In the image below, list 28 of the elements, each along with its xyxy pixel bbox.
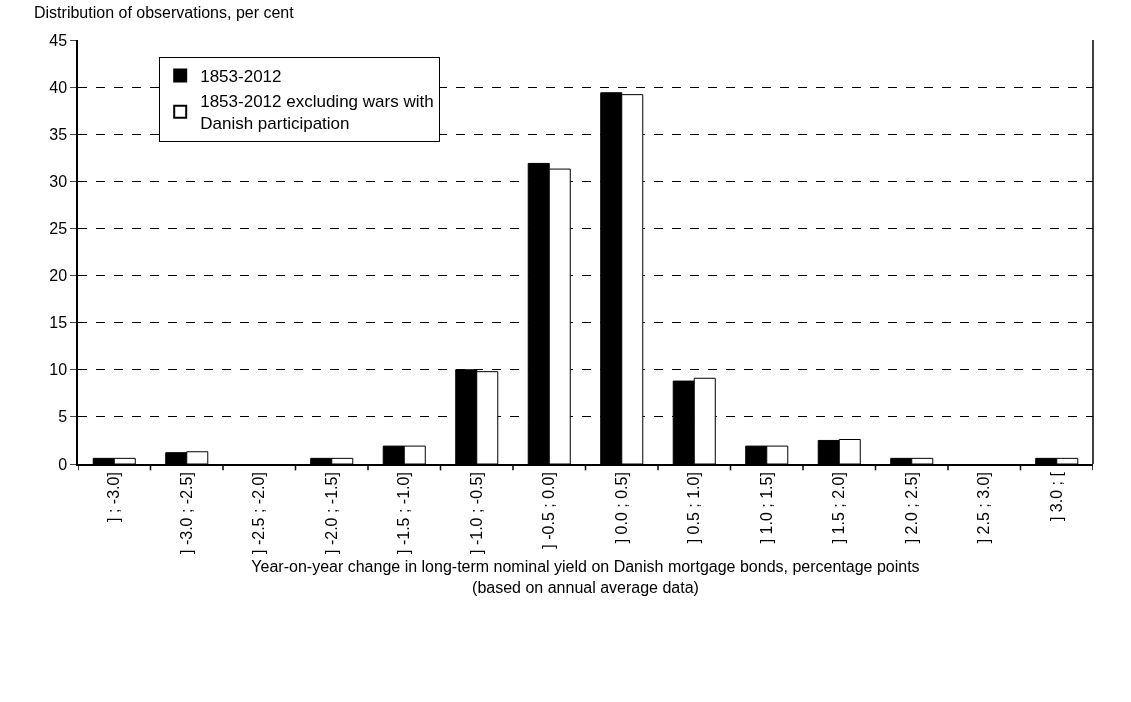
x-axis-title: Year-on-year change in long-term nominal yield on Danish mortgage bonds, percentage points (based on annual average data) [251, 558, 920, 596]
x-tick-label: ] ; -3.0] [105, 472, 123, 522]
x-tick-label: ] 0.5 ; 1.0] [685, 472, 703, 544]
legend-label: 1853-2012 excluding wars with Danish participation [200, 92, 434, 134]
x-tick-label: ] 3.0 ; [ [1047, 471, 1065, 522]
y-tick-label: 10 [49, 361, 68, 379]
y-tick-label: 30 [49, 172, 68, 190]
y-tick-label: 45 [49, 31, 68, 49]
y-tick-label: 40 [49, 78, 68, 96]
y-axis-title: Distribution of observations, per cent [34, 4, 295, 21]
x-tick-label: ] -0.5 ; 0.0] [540, 472, 558, 549]
x-tick-label: ] -2.0 ; -1.5] [322, 472, 340, 554]
y-tick-label: 25 [49, 220, 68, 238]
x-tick-label: ] -1.0 ; -0.5] [467, 472, 485, 554]
y-tick-label: 5 [58, 408, 68, 426]
legend-label: 1853-2012 [200, 67, 282, 87]
x-tick-label: ] 2.5 ; 3.0] [975, 472, 993, 544]
x-tick-label: ] 1.5 ; 2.0] [830, 472, 848, 544]
x-tick-label: ] -2.5 ; -2.0] [250, 472, 268, 554]
y-tick-label: 35 [49, 125, 68, 143]
y-tick-label: 15 [49, 314, 68, 332]
x-tick-label: ] -3.0 ; -2.5] [177, 472, 195, 554]
y-tick-label: 0 [58, 455, 68, 473]
x-tick-label: ] 0.0 ; 0.5] [612, 472, 630, 544]
y-tick-label: 20 [49, 267, 68, 285]
x-tick-label: ] 1.0 ; 1.5] [757, 472, 775, 544]
x-tick-label: ] -1.5 ; -1.0] [395, 472, 413, 554]
x-tick-label: ] 2.0 ; 2.5] [902, 472, 920, 544]
